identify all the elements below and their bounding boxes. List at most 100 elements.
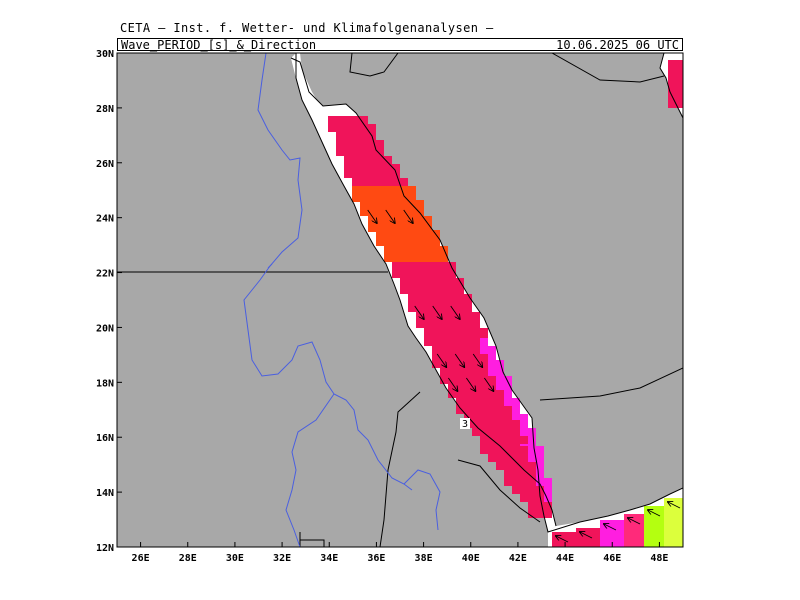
field-cell [344, 140, 352, 148]
field-cell [504, 478, 512, 486]
field-cell [680, 506, 683, 514]
field-cell [336, 124, 344, 132]
field-cell [360, 148, 368, 156]
field-cell [528, 486, 536, 494]
field-cell [680, 538, 683, 546]
field-cell [376, 170, 384, 178]
field-cell [528, 478, 536, 486]
field-cell [336, 116, 344, 124]
field-cell [384, 170, 392, 178]
field-cell [376, 208, 384, 216]
field-cell [464, 338, 472, 346]
field-cell [528, 436, 536, 444]
field-cell [496, 368, 504, 376]
field-cell [408, 296, 416, 304]
field-cell [528, 470, 536, 478]
field-cell [384, 194, 392, 202]
field-cell [376, 148, 384, 156]
field-cell [384, 186, 392, 194]
lon-tick-label: 32E [273, 553, 291, 564]
field-cell [472, 312, 480, 320]
field-cell [368, 224, 376, 232]
field-cell [416, 246, 424, 254]
field-cell [416, 262, 424, 270]
field-cell [432, 304, 440, 312]
field-cell [416, 278, 424, 286]
field-cell [616, 544, 624, 547]
field-cell [680, 514, 683, 522]
lat-tick-label: 14N [96, 488, 114, 499]
field-cell [432, 354, 440, 362]
direction-arrow-icon [367, 209, 681, 543]
lat-tick-label: 26N [96, 159, 114, 170]
field-cell [520, 470, 528, 478]
field-cell [488, 398, 496, 406]
field-cell [440, 262, 448, 270]
field-cell [536, 470, 544, 478]
field-cell [424, 330, 432, 338]
field-cell [528, 428, 536, 436]
field-cell [416, 296, 424, 304]
field-cell [456, 376, 464, 384]
field-cell [480, 330, 488, 338]
field-cell [440, 286, 448, 294]
field-cell [504, 446, 512, 454]
field-cell [536, 454, 544, 462]
field-cell [360, 200, 368, 208]
field-cell [472, 414, 480, 422]
field-cell [464, 312, 472, 320]
field-cell [408, 230, 416, 238]
field-cell [408, 186, 416, 194]
field-cell [456, 384, 464, 392]
field-cell [664, 530, 672, 538]
field-cell [496, 446, 504, 454]
lat-tick-label: 20N [96, 323, 114, 334]
field-cell [480, 406, 488, 414]
field-cell [600, 544, 608, 547]
field-cell [536, 462, 544, 470]
field-cell [528, 454, 536, 462]
field-cell [464, 354, 472, 362]
field-cell [408, 262, 416, 270]
field-cell [440, 270, 448, 278]
field-cell [384, 246, 392, 254]
field-cell [672, 530, 680, 538]
field-cell [408, 208, 416, 216]
field-cell [536, 446, 544, 454]
field-cell [440, 278, 448, 286]
field-cell [416, 320, 424, 328]
field-cell [488, 346, 496, 354]
field-cell [464, 296, 472, 304]
field-cell [352, 116, 360, 124]
field-cell [464, 398, 472, 406]
field-cell [400, 254, 408, 262]
field-cell [384, 254, 392, 262]
field-cell [432, 312, 440, 320]
field-cell [368, 164, 376, 172]
direction-arrow-icon [414, 305, 424, 319]
field-cell [480, 360, 488, 368]
lon-tick-label: 34E [320, 553, 338, 564]
field-cell [416, 238, 424, 246]
field-cell [360, 194, 368, 202]
field-cell [680, 522, 683, 530]
field-cell [392, 230, 400, 238]
field-cell [480, 398, 488, 406]
field-cell [568, 540, 576, 547]
field-cell [432, 278, 440, 286]
field-cell [384, 208, 392, 216]
field-cell [496, 376, 504, 384]
field-cell [448, 296, 456, 304]
lon-tick-label: 36E [367, 553, 385, 564]
field-cell [432, 296, 440, 304]
field-cell [624, 538, 632, 546]
field-cell [652, 506, 660, 514]
field-cell [652, 538, 660, 546]
lon-tick-label: 30E [226, 553, 244, 564]
lat-tick-label: 22N [96, 269, 114, 280]
lon-tick-label: 38E [415, 553, 433, 564]
latitude-axis: 30N 28N 26N 24N 22N 20N 18N 16N 14N 12N [96, 49, 122, 554]
field-cell [528, 502, 536, 510]
field-cell [344, 116, 352, 124]
gulf-water [291, 53, 322, 110]
